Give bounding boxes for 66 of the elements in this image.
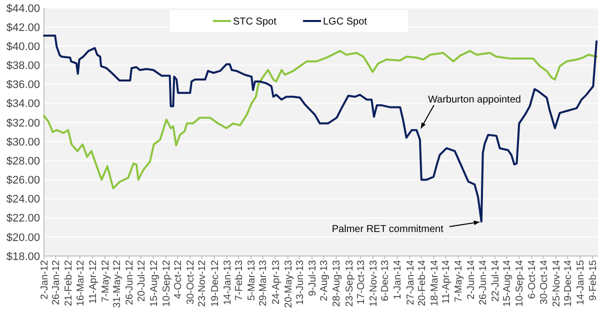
x-tick-label: 2-Aug-13: [319, 260, 330, 302]
x-tick-label: 24-Apr-13: [270, 260, 282, 304]
x-tick-label: 6-Oct-14: [527, 260, 538, 299]
x-tick-label: 1-Jan-14: [392, 260, 404, 300]
x-tick-label: 17-Oct-13: [356, 260, 367, 304]
x-tick-label: 20-Feb-14: [416, 260, 428, 306]
x-tick-label: 10-Sep-12: [161, 260, 172, 307]
x-tick-label: 12-Nov-13: [368, 260, 380, 307]
x-tick-label: 22-Jul-14: [490, 260, 502, 302]
x-tick-label: 6-Dec-13: [380, 260, 392, 302]
y-tick-label: $32.00: [6, 117, 40, 130]
x-tick-label: 14-Jan-13: [222, 260, 234, 306]
y-tick-label: $44.00: [6, 2, 40, 15]
y-tick-label: $26.00: [6, 174, 40, 187]
x-tick-label: 15-Aug-14: [502, 260, 514, 307]
x-tick-label: 9-Jul-13: [308, 260, 319, 296]
y-tick-label: $18.00: [6, 250, 40, 263]
x-tick-label: 18-Mar-14: [429, 260, 440, 306]
y-tick-label: $28.00: [6, 155, 40, 168]
annotation: Palmer RET commitment: [332, 224, 444, 236]
x-tick-label: 7-May-14: [454, 260, 465, 302]
legend-label: LGC Spot: [323, 16, 368, 28]
x-tick-label: 23-Nov-12: [197, 260, 208, 307]
x-tick-label: 27-Jan-14: [405, 260, 416, 306]
x-tick-label: 7-May-12: [100, 260, 112, 302]
x-tick-label: 13-Jun-13: [294, 260, 306, 306]
x-tick-label: 20-May-13: [283, 260, 294, 308]
x-tick-label: 2-Jan-12: [40, 260, 50, 300]
x-tick-label: 9-Feb-15: [588, 260, 600, 301]
annotation: Warburton appointed: [428, 94, 521, 106]
line-series: [43, 50, 598, 190]
x-tick-label: 26-Jun-12: [124, 260, 136, 306]
y-tick-label: $22.00: [6, 212, 40, 225]
x-tick-label: 7-Feb-13: [234, 260, 246, 301]
y-tick-label: $42.00: [6, 22, 40, 34]
y-tick-label: $34.00: [6, 98, 40, 110]
x-tick-label: 4-Oct-12: [173, 260, 184, 299]
x-tick-label: 15-Aug-12: [148, 260, 160, 307]
x-tick-label: 28-Aug-13: [332, 260, 343, 307]
x-tick-label: 29-Mar-13: [258, 260, 270, 306]
x-tick-label: 31-May-12: [112, 260, 124, 308]
y-tick-label: $24.00: [6, 194, 40, 206]
x-tick-label: 26-Jan-12: [51, 260, 62, 306]
x-tick-label: 14-Jan-15: [576, 260, 587, 306]
x-tick-label: 11-Apr-14: [441, 260, 452, 304]
x-tick-label: 2-Jun-14: [466, 260, 478, 300]
legend-label: STC Spot: [233, 16, 277, 28]
x-tick-label: 25-Nov-14: [551, 260, 562, 307]
x-tick-label: 10-Sep-14: [514, 260, 526, 307]
y-tick-label: $36.00: [6, 79, 40, 92]
x-tick-label: 19-Dec-12: [210, 260, 221, 307]
x-tick-label: 23-Sep-13: [344, 260, 356, 307]
y-tick-label: $40.00: [6, 41, 40, 54]
x-tick-label: 19-Dec-14: [563, 260, 574, 307]
x-tick-label: 20-Jul-12: [136, 260, 148, 302]
x-tick-label: 30-Oct-12: [186, 260, 197, 304]
x-tick-label: 26-Jun-14: [478, 260, 489, 306]
x-tick-label: 30-Oct-14: [538, 260, 550, 304]
x-tick-label: 11-Apr-12: [88, 260, 99, 304]
y-tick-label: $20.00: [6, 232, 40, 244]
y-tick-label: $38.00: [6, 60, 40, 72]
x-tick-label: 5-Mar-13: [246, 260, 258, 301]
line-series: [43, 34, 598, 223]
y-tick-label: $30.00: [6, 136, 40, 148]
x-tick-label: 21-Feb-12: [64, 260, 75, 306]
x-tick-label: 16-Mar-12: [75, 260, 86, 306]
